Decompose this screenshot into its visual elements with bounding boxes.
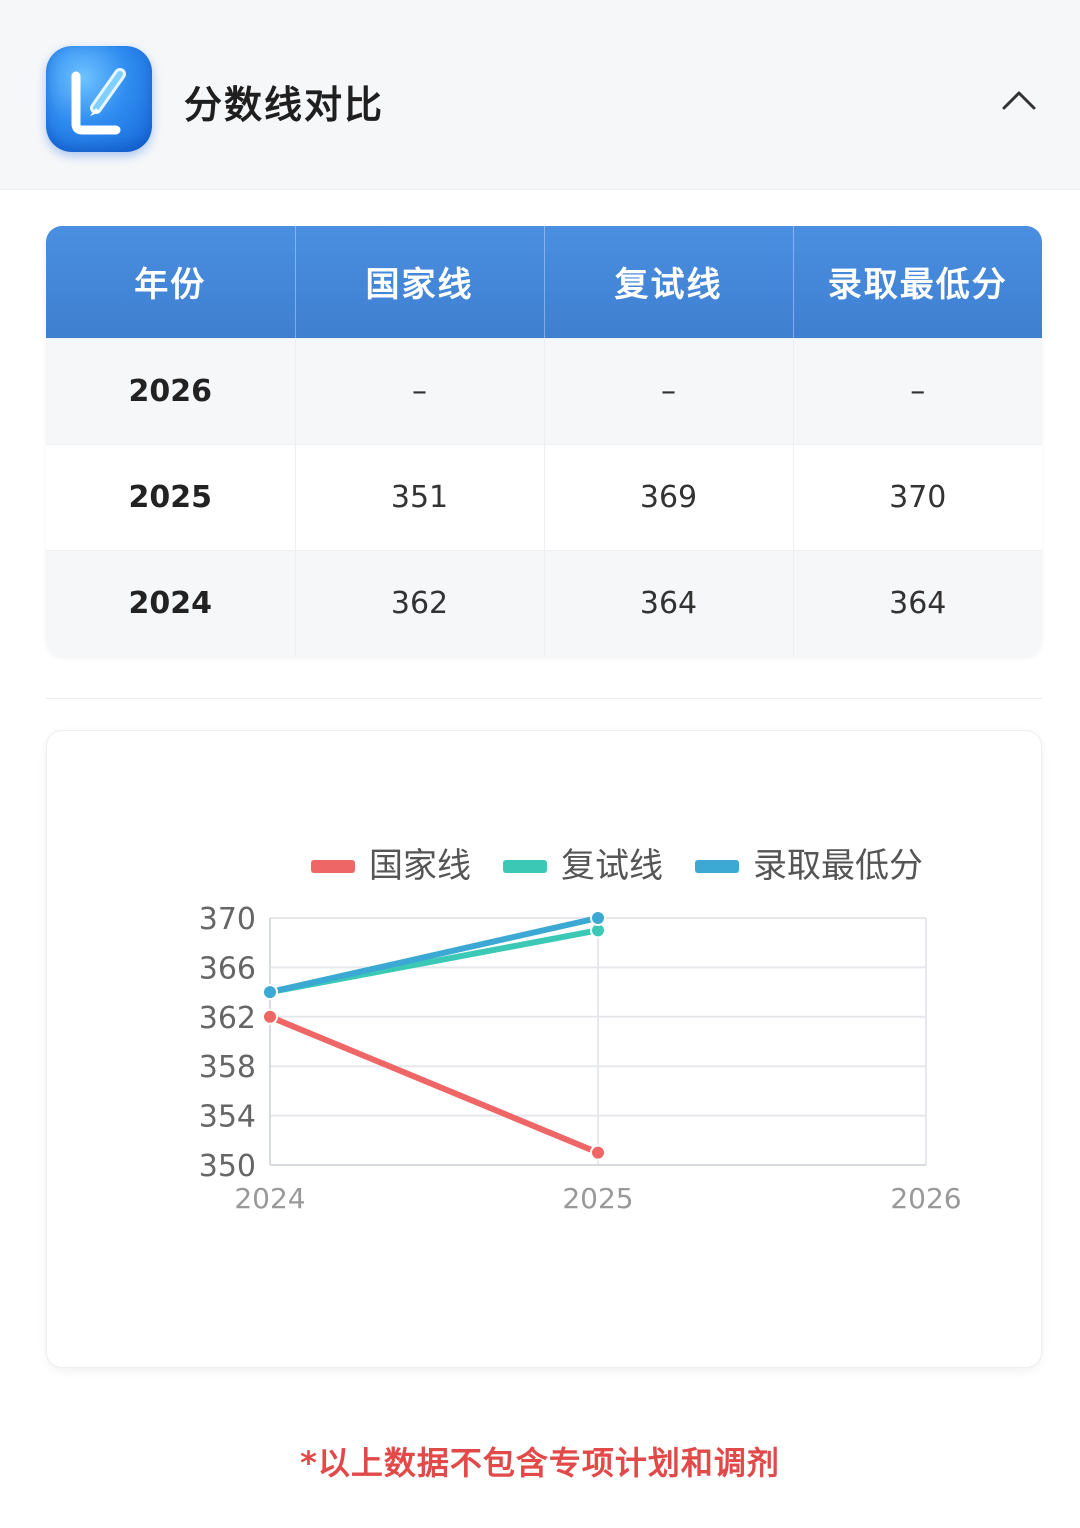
cell-retest-line: 364 <box>544 549 794 656</box>
legend-swatch <box>695 860 739 873</box>
section-title: 分数线对比 <box>184 83 385 127</box>
chart-canvas: 350 354 358 362 366 370 2024 2025 2026 国家线 复试线 录取最低… <box>199 846 962 1215</box>
cell-retest-line: 369 <box>544 443 794 550</box>
table-row: 2026 – – – <box>46 337 1042 444</box>
x-tick-label: 2025 <box>562 1182 633 1215</box>
cell-national-line: – <box>295 337 545 444</box>
cell-year: 2026 <box>46 337 296 444</box>
legend-label: 录取最低分 <box>753 846 923 886</box>
cell-national-line: 362 <box>295 549 545 656</box>
cell-retest-line: – <box>544 337 794 444</box>
cell-min-admission: 370 <box>793 443 1042 550</box>
y-tick-label: 366 <box>199 951 256 986</box>
table-row: 2025 351 369 370 <box>46 443 1042 550</box>
y-tick-label: 350 <box>199 1149 256 1184</box>
y-tick-label: 362 <box>199 1001 256 1036</box>
table-header-row: 年份 国家线 复试线 录取最低分 <box>46 226 1042 338</box>
legend-label: 复试线 <box>561 846 663 886</box>
cell-min-admission: 364 <box>793 549 1042 656</box>
footnote: *以上数据不包含专项计划和调剂 <box>300 1444 780 1482</box>
legend-swatch <box>503 860 547 873</box>
divider <box>46 698 1042 699</box>
pencil-edit-icon <box>46 46 152 152</box>
score-line-chart: 350 354 358 362 366 370 2024 2025 2026 国家线 复试线 录取最低… <box>46 730 1042 1368</box>
y-tick-label: 354 <box>199 1100 256 1135</box>
table-row: 2024 362 364 364 <box>46 549 1042 656</box>
column-header-min-admission: 录取最低分 <box>827 265 1008 306</box>
cell-year: 2024 <box>46 549 296 656</box>
x-tick-label: 2026 <box>890 1182 961 1215</box>
column-header-national-line: 国家线 <box>295 226 545 338</box>
cell-national-line: 351 <box>295 443 545 550</box>
legend-swatch <box>311 860 355 873</box>
series-line <box>267 1013 601 1156</box>
cell-year: 2025 <box>46 443 296 550</box>
cell-min-admission: – <box>793 337 1042 444</box>
section-header[interactable]: 分数线对比 <box>0 0 1080 190</box>
data-point <box>590 1144 606 1161</box>
legend-label: 国家线 <box>369 846 471 886</box>
score-table: 年份 国家线 复试线 录取最低分 2026 – – – 2025 351 369… <box>46 226 1042 656</box>
column-header-retest-line: 复试线 <box>544 226 794 338</box>
column-header-year: 年份 <box>46 226 296 338</box>
chevron-up-icon[interactable] <box>996 80 1042 120</box>
data-point <box>262 984 278 1001</box>
series-line <box>267 915 601 996</box>
y-tick-label: 370 <box>199 902 256 937</box>
data-point <box>262 1008 278 1025</box>
x-tick-label: 2024 <box>234 1182 305 1215</box>
data-point <box>590 910 606 926</box>
y-tick-label: 358 <box>199 1050 256 1085</box>
